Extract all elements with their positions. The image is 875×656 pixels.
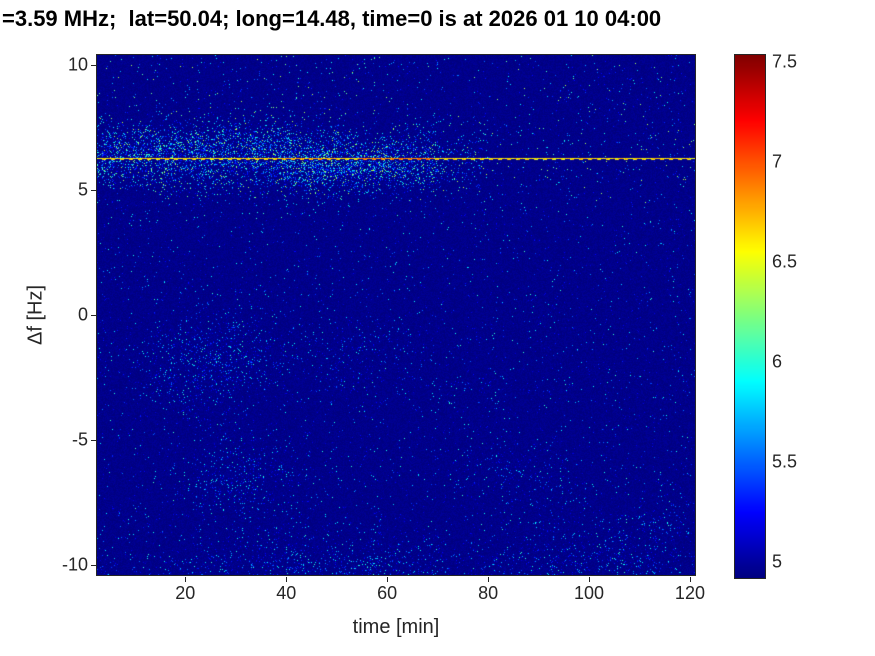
- colorbar-tick-label: 5.5: [772, 451, 798, 472]
- y-tick-label: 5: [77, 179, 88, 200]
- x-tick-label: 20: [175, 583, 196, 603]
- y-tick-mark: [91, 315, 96, 316]
- colorbar-tick-label: 5: [772, 551, 783, 572]
- colorbar-tick-label: 6: [772, 351, 783, 372]
- x-tick-label: 120: [674, 583, 705, 603]
- heatmap-canvas: [96, 54, 696, 576]
- x-tick-mark: [286, 577, 288, 582]
- y-tick-label: -10: [61, 554, 88, 575]
- x-tick-mark: [185, 577, 187, 582]
- chart-title: =3.59 MHz; lat=50.04; long=14.48, time=0…: [2, 6, 662, 31]
- colorbar-tick-label: 7.5: [772, 51, 798, 72]
- x-tick-label: 60: [377, 583, 398, 603]
- x-tick-label: 100: [573, 583, 605, 603]
- y-tick-label: 10: [67, 54, 88, 75]
- y-tick-mark: [91, 439, 96, 441]
- colorbar: [734, 54, 766, 579]
- y-tick-mark: [91, 65, 96, 67]
- x-tick-mark: [689, 577, 691, 582]
- x-axis-label: time [min]: [352, 616, 440, 638]
- y-tick-label: -5: [71, 429, 88, 450]
- x-tick-label: 80: [478, 583, 499, 603]
- colorbar-tick-label: 6.5: [772, 251, 798, 272]
- colorbar-tick-label: 7: [772, 151, 783, 172]
- y-axis-label: Δf [Hz]: [24, 284, 47, 346]
- y-tick-mark: [91, 564, 96, 566]
- y-tick-mark: [91, 190, 96, 192]
- x-tick-mark: [387, 577, 389, 582]
- x-tick-mark: [488, 577, 490, 582]
- x-tick-mark: [589, 577, 591, 582]
- x-tick-label: 40: [276, 583, 297, 603]
